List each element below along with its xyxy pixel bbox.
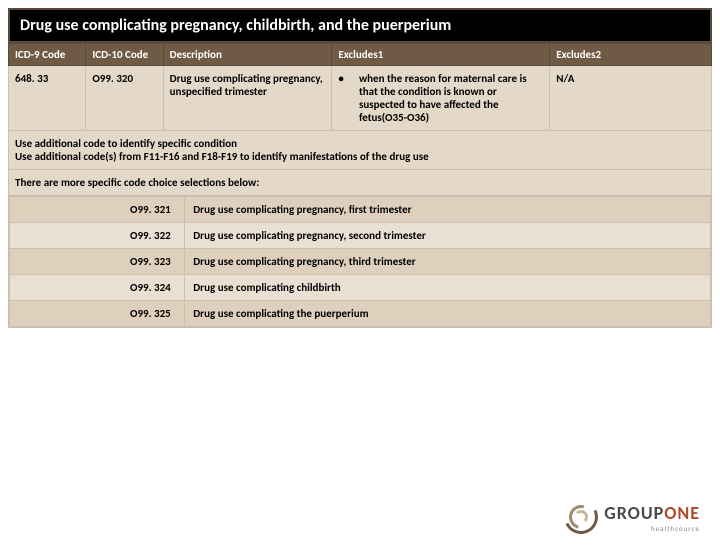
- subrow-code: O99. 324: [10, 275, 185, 301]
- cell-excludes1: when the reason for maternal care is tha…: [353, 66, 550, 131]
- subhead-row: There are more specific code choice sele…: [9, 170, 712, 196]
- table-row: O99. 325Drug use complicating the puerpe…: [10, 301, 711, 327]
- logo-name: GROUPONE: [604, 502, 700, 524]
- page-title: Drug use complicating pregnancy, childbi…: [20, 16, 451, 35]
- logo: GROUPONE healthsource: [564, 500, 700, 534]
- note-line-1: Use additional code to identify specific…: [15, 137, 705, 150]
- note-line-2: Use additional code(s) from F11-F16 and …: [15, 150, 705, 163]
- cell-excludes2: N/A: [550, 66, 712, 131]
- note-cell: Use additional code to identify specific…: [9, 131, 712, 170]
- slide: Drug use complicating pregnancy, childbi…: [0, 8, 720, 548]
- table-row: O99. 321Drug use complicating pregnancy,…: [10, 197, 711, 223]
- logo-swirl-icon: [564, 500, 598, 534]
- table-row: 648. 33 O99. 320 Drug use complicating p…: [9, 66, 712, 131]
- note-row: Use additional code to identify specific…: [9, 131, 712, 170]
- table-row: O99. 323Drug use complicating pregnancy,…: [10, 249, 711, 275]
- table-row: O99. 324Drug use complicating childbirth: [10, 275, 711, 301]
- logo-subtitle: healthsource: [604, 524, 700, 533]
- header-icd10: ICD-10 Code: [86, 44, 163, 66]
- header-excludes2: Excludes2: [550, 44, 712, 66]
- subrow-code: O99. 321: [10, 197, 185, 223]
- subtable-row: O99. 321Drug use complicating pregnancy,…: [9, 196, 712, 328]
- cell-icd10: O99. 320: [86, 66, 163, 131]
- subrow-code: O99. 323: [10, 249, 185, 275]
- subhead-cell: There are more specific code choice sele…: [9, 170, 712, 196]
- cell-icd9: 648. 33: [9, 66, 86, 131]
- subrow-description: Drug use complicating childbirth: [185, 275, 711, 301]
- header-excludes1: Excludes1: [332, 44, 550, 66]
- subrow-description: Drug use complicating pregnancy, second …: [185, 223, 711, 249]
- main-table-wrap: ICD-9 Code ICD-10 Code Description Exclu…: [8, 43, 712, 328]
- logo-part1: GROUP: [604, 502, 664, 524]
- subrow-description: Drug use complicating pregnancy, third t…: [185, 249, 711, 275]
- specific-codes-table: O99. 321Drug use complicating pregnancy,…: [9, 196, 711, 327]
- subrow-description: Drug use complicating the puerperium: [185, 301, 711, 327]
- subrow-description: Drug use complicating pregnancy, first t…: [185, 197, 711, 223]
- title-bar: Drug use complicating pregnancy, childbi…: [8, 8, 712, 43]
- header-icd9: ICD-9 Code: [9, 44, 86, 66]
- subrow-code: O99. 322: [10, 223, 185, 249]
- subtable-cell: O99. 321Drug use complicating pregnancy,…: [9, 196, 712, 328]
- subrow-code: O99. 325: [10, 301, 185, 327]
- cell-description: Drug use complicating pregnancy, unspeci…: [163, 66, 332, 131]
- logo-text: GROUPONE healthsource: [604, 502, 700, 533]
- header-description: Description: [163, 44, 332, 66]
- header-row: ICD-9 Code ICD-10 Code Description Exclu…: [9, 44, 712, 66]
- table-row: O99. 322Drug use complicating pregnancy,…: [10, 223, 711, 249]
- codes-table: ICD-9 Code ICD-10 Code Description Exclu…: [8, 43, 712, 328]
- logo-part2: ONE: [664, 502, 700, 524]
- cell-bullet: •: [332, 66, 353, 131]
